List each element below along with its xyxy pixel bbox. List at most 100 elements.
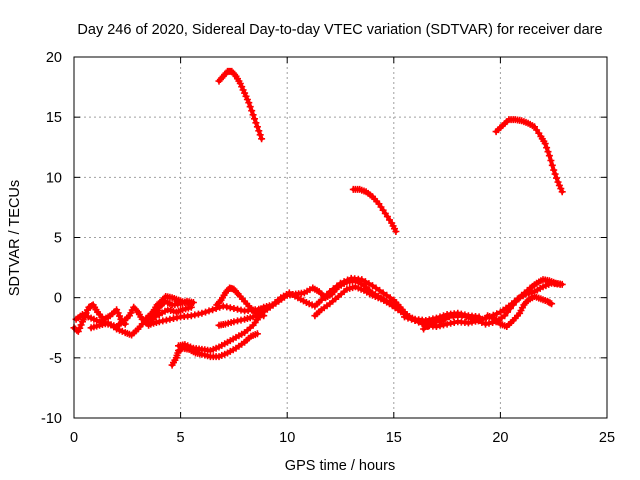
data-point — [202, 308, 209, 316]
data-point — [550, 166, 558, 174]
data-point — [249, 111, 257, 119]
data-layer — [70, 67, 566, 369]
data-point — [77, 321, 85, 329]
x-tick-label: 15 — [386, 430, 402, 446]
series-arc-7 — [175, 313, 263, 355]
data-point — [462, 313, 470, 321]
data-point — [245, 99, 253, 107]
grid — [74, 57, 607, 418]
data-point — [420, 325, 428, 333]
data-point — [337, 279, 344, 287]
data-point — [386, 294, 394, 302]
data-point — [418, 320, 426, 328]
ticks: 0 5 10 15 20 25 -10 -5 0 5 10 15 20 — [41, 50, 615, 446]
data-point — [253, 330, 261, 338]
data-point — [558, 188, 566, 196]
data-point — [553, 174, 560, 182]
data-point — [558, 280, 566, 288]
data-point — [501, 312, 509, 320]
data-point — [116, 312, 123, 320]
data-point — [114, 309, 122, 317]
data-point — [546, 299, 554, 307]
y-tick-label: 20 — [46, 50, 62, 66]
x-axis-label: GPS time / hours — [285, 458, 395, 474]
data-point — [238, 83, 246, 91]
data-point — [253, 123, 261, 131]
data-point — [246, 103, 254, 111]
data-point — [205, 307, 213, 315]
data-point — [428, 320, 436, 328]
data-point — [544, 148, 552, 156]
y-tick-label: -5 — [49, 351, 62, 367]
x-tick-label: 25 — [599, 430, 615, 446]
data-point — [162, 316, 170, 324]
data-point — [234, 305, 241, 313]
y-tick-label: -10 — [41, 411, 62, 427]
data-point — [76, 324, 84, 332]
data-point — [333, 282, 341, 290]
series-arc-5 — [147, 302, 270, 328]
data-point — [365, 280, 373, 288]
series-arc-14 — [484, 293, 556, 330]
data-point — [113, 306, 121, 314]
data-point — [471, 315, 479, 323]
data-point — [443, 320, 451, 328]
data-point — [187, 300, 195, 308]
data-point — [504, 308, 511, 316]
data-point — [326, 288, 334, 296]
data-point — [506, 305, 514, 312]
data-point — [543, 144, 551, 152]
data-point — [256, 131, 264, 139]
data-point — [478, 319, 486, 326]
series-arc-16 — [349, 185, 400, 235]
data-point — [467, 314, 475, 322]
data-point — [392, 228, 400, 235]
data-point — [551, 170, 559, 178]
data-point — [344, 276, 352, 284]
data-point — [425, 316, 433, 324]
data-point — [555, 181, 563, 189]
data-point — [545, 152, 553, 160]
data-point — [548, 300, 556, 308]
x-tick-label: 5 — [177, 430, 185, 446]
y-tick-label: 5 — [54, 231, 62, 247]
series-arc-3 — [87, 303, 195, 339]
x-tick-label: 20 — [492, 430, 508, 446]
data-point — [358, 276, 366, 284]
data-point — [255, 127, 263, 135]
data-point — [432, 318, 440, 326]
data-point — [424, 323, 432, 330]
data-point — [194, 310, 202, 318]
data-point — [239, 86, 247, 94]
data-point — [411, 317, 419, 324]
data-point — [198, 309, 206, 317]
data-point — [243, 96, 251, 103]
data-point — [155, 318, 163, 326]
data-point — [74, 327, 82, 335]
data-point — [404, 314, 412, 322]
y-axis-label: SDTVAR / TECUs — [7, 180, 23, 296]
data-point — [230, 318, 238, 326]
data-point — [241, 89, 249, 97]
data-point — [173, 314, 181, 322]
data-point — [209, 306, 217, 314]
chart-title: Day 246 of 2020, Sidereal Day-to-day VTE… — [77, 22, 602, 38]
data-point — [408, 315, 416, 323]
data-point — [379, 289, 387, 297]
data-point — [237, 316, 245, 324]
y-tick-label: 15 — [46, 110, 62, 126]
data-point — [372, 284, 380, 292]
data-point — [223, 303, 231, 311]
series-arc-13 — [420, 276, 566, 333]
data-point — [251, 115, 258, 123]
y-tick-label: 10 — [46, 170, 62, 186]
data-point — [252, 119, 260, 127]
series-arc-17 — [492, 116, 566, 196]
data-point — [242, 92, 250, 100]
data-point — [482, 320, 489, 328]
data-point — [258, 135, 266, 143]
series-arc-4 — [143, 293, 195, 322]
data-point — [493, 310, 501, 318]
